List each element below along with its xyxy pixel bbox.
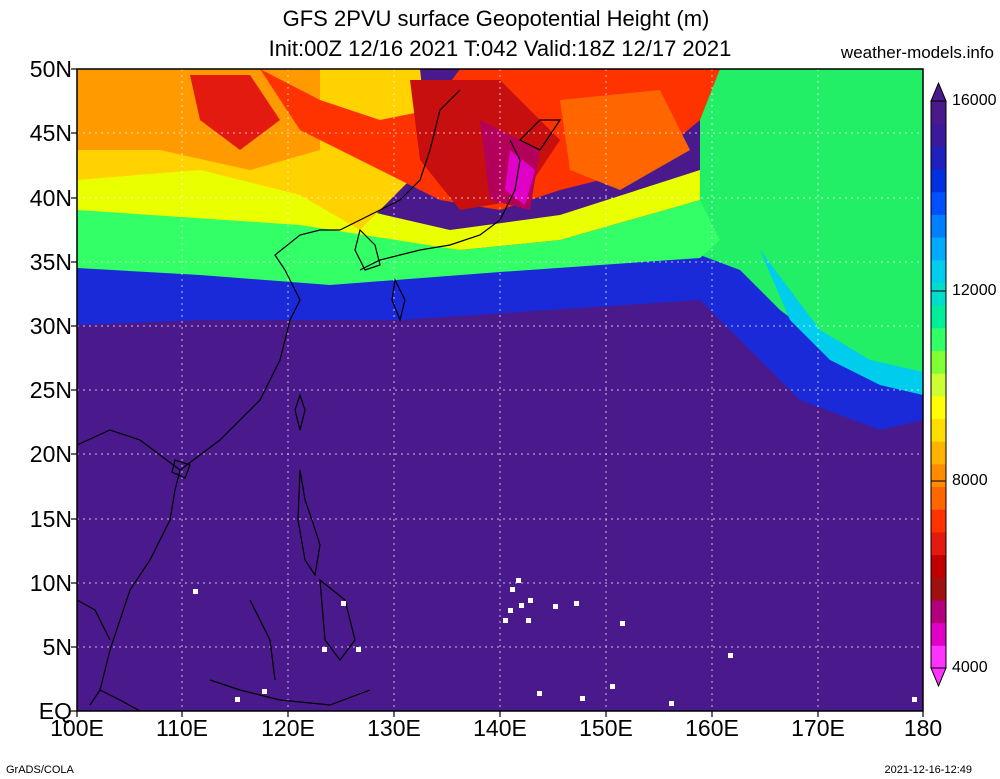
lat-label: EQ [38, 698, 72, 724]
colorbar-segment [931, 463, 946, 488]
colorbar-segment [931, 645, 946, 669]
map-title: GFS 2PVU surface Geopotential Height (m) [282, 6, 710, 31]
colorbar-label: 12000 [952, 282, 997, 299]
lon-label: 170E [791, 715, 845, 741]
map-subtitle: Init:00Z 12/16 2021 T:042 Valid:18Z 12/1… [268, 36, 732, 61]
colorbar-segment [931, 237, 946, 261]
colorbar-segment [931, 123, 946, 147]
colorbar-segment [931, 441, 946, 465]
colorbar-segment [931, 418, 946, 442]
colorbar-label: 8000 [952, 472, 988, 489]
coastlines [77, 89, 562, 711]
colorbar-segment [931, 305, 946, 329]
lat-label: 30N [29, 313, 72, 339]
footer-timestamp: 2021-12-16-12:49 [884, 764, 972, 776]
lon-label: 150E [579, 715, 633, 741]
source-site-label: weather-models.info [840, 43, 994, 62]
lat-label: 10N [29, 570, 72, 596]
colorbar-segment [931, 622, 946, 646]
colorbar-ticks [931, 100, 946, 669]
colorbar-segment [931, 191, 946, 215]
lon-label: 100E [50, 715, 104, 741]
colorbar-max-arrow [930, 81, 947, 102]
lat-label: 15N [29, 506, 72, 532]
colorbar-segment [931, 395, 946, 420]
colorbar-segment [931, 169, 946, 193]
colorbar-label: 4000 [952, 659, 988, 676]
colorbar-segment [931, 101, 946, 125]
colorbar-segment [931, 214, 946, 238]
colorbar-segment [931, 350, 946, 374]
lon-label: 180 [903, 715, 943, 741]
gridlines [77, 69, 923, 711]
lat-label: 50N [29, 56, 72, 82]
colorbar-segment [931, 373, 946, 397]
lon-label: 110E [155, 715, 208, 741]
colorbar-segment [931, 146, 946, 170]
lon-label: 130E [367, 715, 421, 741]
lon-label: 160E [685, 715, 739, 741]
colorbar-label: 16000 [952, 92, 997, 109]
colorbar-segment [931, 554, 946, 578]
axis-ticks [71, 68, 924, 717]
colorbar-segment [931, 577, 946, 601]
lat-label: 5N [42, 634, 72, 660]
lat-label: 45N [29, 120, 72, 146]
lat-label: 35N [29, 249, 72, 275]
lat-label: 20N [29, 441, 72, 467]
colorbar-segment [931, 486, 946, 510]
colorbar-segment [931, 531, 946, 556]
lon-label: 140E [473, 715, 527, 741]
colorbar-segment [931, 327, 946, 351]
colorbar-segment [931, 259, 946, 283]
lat-label: 40N [29, 185, 72, 211]
island-markers [193, 578, 917, 706]
lon-label: 120E [261, 715, 315, 741]
colorbar [930, 81, 947, 688]
colorbar-segment [931, 509, 946, 533]
height-field [77, 69, 923, 711]
colorbar-segment [931, 282, 946, 306]
colorbar-min-arrow [930, 667, 947, 688]
lat-label: 25N [29, 377, 72, 403]
colorbar-segment [931, 599, 946, 624]
footer-credit: GrADS/COLA [6, 764, 74, 776]
